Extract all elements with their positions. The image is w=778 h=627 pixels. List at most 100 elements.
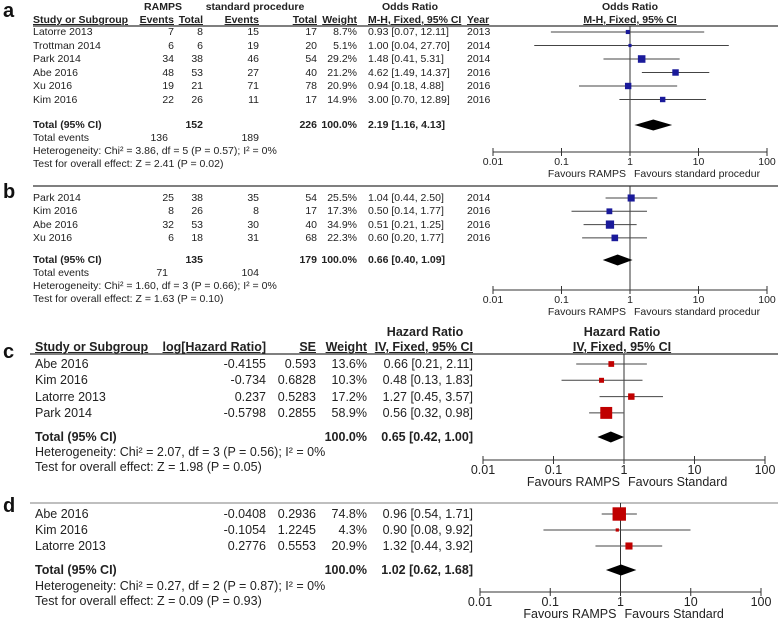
effect-ci: 3.00 [0.70, 12.89] xyxy=(368,93,450,106)
x-axis-tick-label: 0.01 xyxy=(482,294,504,306)
total-label: Total (95% CI) xyxy=(33,119,102,131)
study-name: Kim 2016 xyxy=(33,93,78,106)
weight: 29.2% xyxy=(327,53,357,65)
point-estimate-square xyxy=(615,528,619,532)
study-name: Abe 2016 xyxy=(33,218,78,231)
study-name: Park 2014 xyxy=(35,405,92,420)
x-axis-tick-label: 0.1 xyxy=(544,463,563,477)
point-estimate-square xyxy=(627,194,635,202)
total-label: Total (95% CI) xyxy=(33,254,102,266)
panel-label-c: c xyxy=(3,341,15,363)
log-hazard-ratio: -0.0408 xyxy=(223,507,266,521)
standard-error: 1.2245 xyxy=(277,523,316,537)
weight: 10.3% xyxy=(331,373,367,388)
favours-left-label: Favours RAMPS xyxy=(523,607,617,621)
total-weight: 100.0% xyxy=(324,430,367,444)
total-events-standard: 104 xyxy=(241,267,259,279)
point-estimate-square xyxy=(605,220,615,229)
events-standard: 11 xyxy=(248,93,259,106)
favours-right-label: Favours Standard xyxy=(628,475,728,489)
study-name: Abe 2016 xyxy=(33,66,78,79)
column-header-weight: Weight xyxy=(322,14,357,26)
point-estimate-square xyxy=(599,377,605,383)
events-ramps: 32 xyxy=(162,218,174,231)
events-ramps: 48 xyxy=(162,66,174,79)
log-hazard-ratio: -0.4155 xyxy=(223,357,266,371)
x-axis-tick-label: 100 xyxy=(758,156,776,168)
study-name: Latorre 2013 xyxy=(35,539,106,553)
total-standard: 40 xyxy=(305,66,317,79)
weight: 17.2% xyxy=(331,389,367,404)
x-axis-tick-label: 0.01 xyxy=(467,595,493,609)
point-estimate-square xyxy=(659,96,666,103)
total-n-ramps: 135 xyxy=(185,254,203,266)
effect-ci: 0.51 [0.21, 1.25] xyxy=(368,218,444,231)
weight: 8.7% xyxy=(333,26,357,38)
overall-effect-text: Test for overall effect: Z = 1.98 (P = 0… xyxy=(35,460,262,474)
events-ramps: 6 xyxy=(168,39,174,52)
effect-ci: 0.48 [0.13, 1.83] xyxy=(382,373,473,388)
x-axis-tick-label: 1 xyxy=(627,156,633,168)
x-axis-tick-label: 10 xyxy=(692,294,705,306)
pooled-estimate-diamond xyxy=(605,564,637,576)
header-plot-method: IV, Fixed, 95% CI xyxy=(572,340,672,354)
events-standard: 31 xyxy=(247,231,259,244)
pooled-estimate-diamond xyxy=(634,119,673,131)
point-estimate-square xyxy=(606,208,613,215)
effect-ci: 1.48 [0.41, 5.31] xyxy=(368,53,444,65)
effect-ci: 0.56 [0.32, 0.98] xyxy=(382,405,473,420)
effect-ci: 0.66 [0.21, 2.11] xyxy=(383,357,473,371)
favours-left-label: Favours RAMPS xyxy=(547,306,626,318)
column-header-se: SE xyxy=(299,340,316,354)
year: 2014 xyxy=(467,39,491,52)
total-ramps: 8 xyxy=(197,26,203,38)
effect-ci: 1.27 [0.45, 3.57] xyxy=(382,389,473,404)
pooled-estimate-diamond xyxy=(597,431,624,443)
total-events-label: Total events xyxy=(33,132,90,144)
total-weight: 100.0% xyxy=(321,119,357,131)
panel-label-a: a xyxy=(3,0,15,22)
year: 2014 xyxy=(467,53,491,65)
year: 2016 xyxy=(467,66,491,79)
log-hazard-ratio: -0.734 xyxy=(230,373,266,388)
weight: 20.9% xyxy=(331,539,367,553)
total-ramps: 53 xyxy=(191,66,203,79)
total-standard: 54 xyxy=(305,192,317,204)
total-label: Total (95% CI) xyxy=(35,563,117,577)
x-axis-tick-label: 100 xyxy=(758,294,776,306)
events-standard: 35 xyxy=(247,192,259,204)
weight: 58.9% xyxy=(331,405,367,420)
events-ramps: 6 xyxy=(168,231,174,244)
total-ramps: 38 xyxy=(191,192,203,204)
overall-effect-text: Test for overall effect: Z = 0.09 (P = 0… xyxy=(35,594,262,608)
total-ramps: 21 xyxy=(191,80,203,92)
year: 2016 xyxy=(467,80,491,92)
heterogeneity-text: Heterogeneity: Chi² = 0.27, df = 2 (P = … xyxy=(35,579,326,593)
x-axis-tick-label: 10 xyxy=(692,156,705,168)
heterogeneity-text: Heterogeneity: Chi² = 3.86, df = 5 (P = … xyxy=(33,145,277,157)
standard-error: 0.593 xyxy=(284,357,316,371)
total-standard: 20 xyxy=(305,39,317,52)
column-header-weight: Weight xyxy=(325,340,367,354)
point-estimate-square xyxy=(628,43,632,48)
total-standard: 17 xyxy=(305,26,317,38)
events-ramps: 25 xyxy=(162,192,174,204)
x-axis-tick-label: 10 xyxy=(687,463,702,477)
header-group-standard: standard procedure xyxy=(205,1,305,13)
column-header-total-standard: Total xyxy=(292,14,317,26)
point-estimate-square xyxy=(637,55,646,63)
x-axis-tick-label: 100 xyxy=(750,595,772,609)
weight: 25.5% xyxy=(327,192,357,204)
events-standard: 15 xyxy=(247,26,259,38)
weight: 34.9% xyxy=(327,218,357,231)
total-weight: 100.0% xyxy=(324,563,367,577)
pooled-estimate-diamond xyxy=(602,254,633,266)
standard-error: 0.5553 xyxy=(277,539,316,553)
column-header-ci: IV, Fixed, 95% CI xyxy=(374,340,473,354)
point-estimate-square xyxy=(672,69,679,76)
total-ramps: 38 xyxy=(191,53,203,65)
year: 2016 xyxy=(467,231,491,244)
study-name: Park 2014 xyxy=(33,53,81,65)
total-ramps: 53 xyxy=(191,218,203,231)
